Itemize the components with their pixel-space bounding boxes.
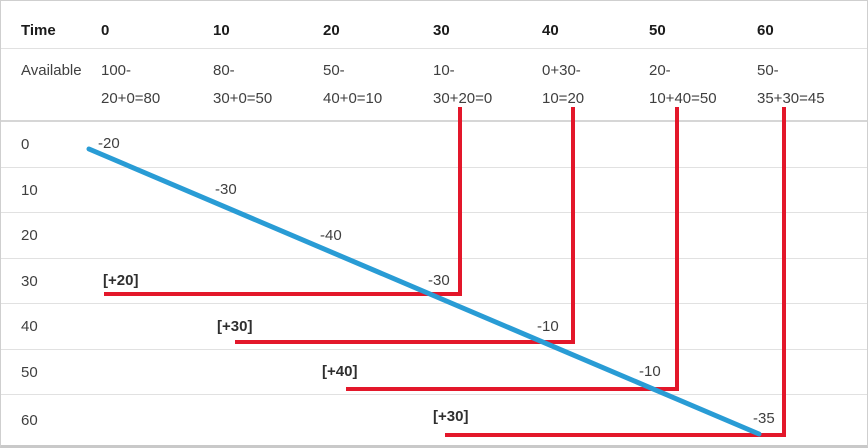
col-header-60: 60 <box>757 22 774 39</box>
row-label-40: 40 <box>21 318 38 335</box>
release-label-row60: [+30] <box>433 408 469 425</box>
available-label: Available <box>21 62 82 79</box>
available-cell-40: 0+30- 10=20 <box>542 62 585 107</box>
consume-label-40: -10 <box>537 318 559 335</box>
row-label-30: 30 <box>21 272 38 290</box>
col-header-30: 30 <box>433 22 450 39</box>
consume-label-20: -40 <box>320 227 342 244</box>
col-header-10: 10 <box>213 22 230 39</box>
table-row-0: 0 <box>1 122 867 168</box>
row-label-10: 10 <box>21 181 38 199</box>
consume-label-60: -35 <box>753 410 775 427</box>
row-label-60: 60 <box>21 412 38 429</box>
col-header-50: 50 <box>649 22 666 39</box>
time-header-label: Time <box>21 22 56 39</box>
table-row-60: 60 <box>1 395 867 445</box>
consume-label-0: -20 <box>98 135 120 152</box>
release-label-row30: [+20] <box>103 272 139 289</box>
available-row: Available 100- 20+0=80 80- 30+0=50 50- 40+0… <box>1 48 867 122</box>
col-header-0: 0 <box>101 22 110 39</box>
consume-label-10: -30 <box>215 181 237 198</box>
available-cell-10: 80- 30+0=50 <box>213 62 273 107</box>
available-cell-60: 50- 35+30=45 <box>757 62 825 107</box>
table-row-50: 50 <box>1 350 867 395</box>
col-header-40: 40 <box>542 22 559 39</box>
available-cell-30: 10- 30+20=0 <box>433 62 493 107</box>
row-label-50: 50 <box>21 363 38 381</box>
header-row: Time 0 10 20 30 40 50 60 <box>1 1 867 49</box>
row-label-0: 0 <box>21 136 30 153</box>
release-label-row40: [+30] <box>217 318 253 335</box>
release-label-row50: [+40] <box>322 363 358 380</box>
table-row-20: 20 <box>1 213 867 259</box>
available-cell-20: 50- 40+0=10 <box>323 62 383 107</box>
available-cell-0: 100- 20+0=80 <box>101 62 161 107</box>
table-row-10: 10 <box>1 168 867 213</box>
consume-label-30: -30 <box>428 272 450 289</box>
available-cell-50: 20- 10+40=50 <box>649 62 717 107</box>
row-label-20: 20 <box>21 227 38 244</box>
table-row-40: 40 <box>1 304 867 350</box>
consume-label-50: -10 <box>639 363 661 380</box>
col-header-20: 20 <box>323 22 340 39</box>
